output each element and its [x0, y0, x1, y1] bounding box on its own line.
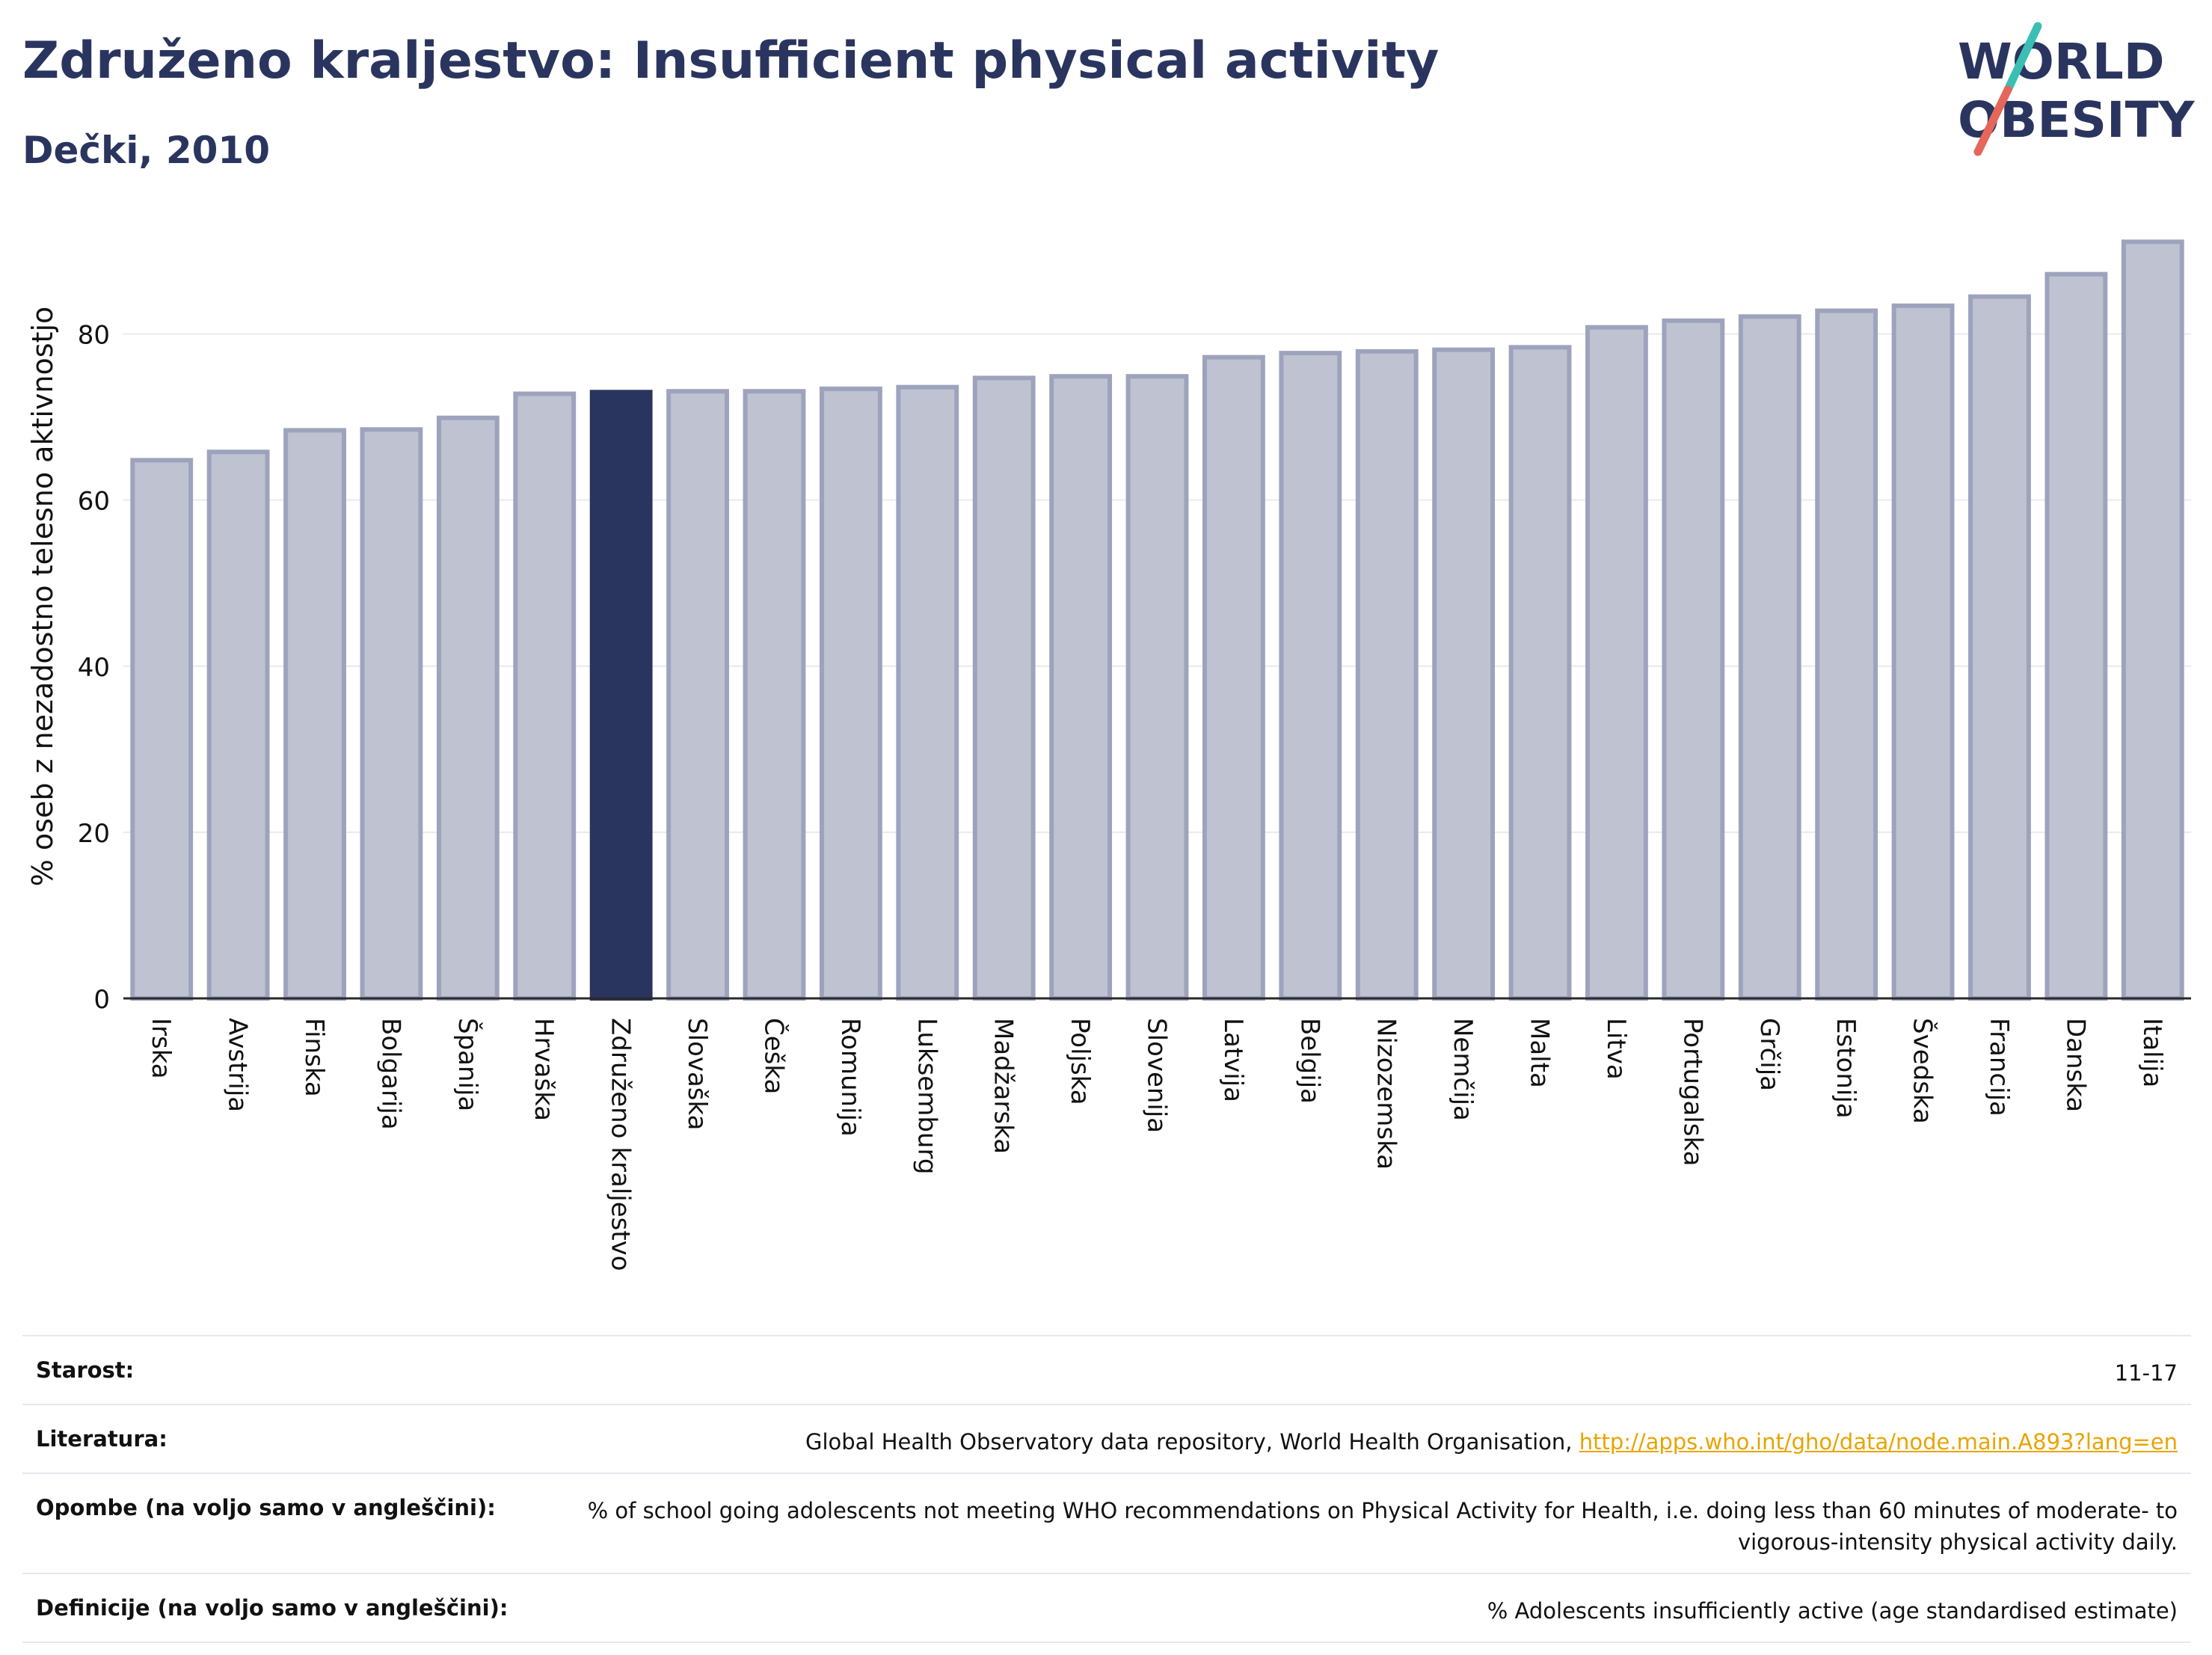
logo-text-world: WORLD	[1958, 33, 2165, 90]
x-tick-label: Združeno kraljestvo	[606, 1018, 636, 1271]
x-tick-label: Grčija	[1754, 1018, 1784, 1091]
meta-row-age: Starost: 11-17	[22, 1335, 2191, 1404]
meta-key: Literatura:	[36, 1426, 168, 1452]
bar	[1815, 308, 1878, 1001]
meta-value: % Adolescents insufficiently active (age…	[1487, 1598, 2178, 1624]
meta-key: Definicije (na voljo samo v angleščini):	[36, 1595, 509, 1621]
chart-subtitle: Dečki, 2010	[22, 129, 271, 172]
bar	[283, 428, 346, 1001]
x-tick-label: Švedska	[1908, 1018, 1938, 1124]
x-tick-label: Poljska	[1065, 1018, 1095, 1105]
bar-chart: 0 20 40 60 80 Irska Avstrija Finska Bolgarija Šp…	[26, 239, 2191, 1271]
x-tick-label: Malta	[1525, 1018, 1555, 1088]
x-tick-label: Luksemburg	[912, 1018, 941, 1174]
bar	[1125, 374, 1189, 1001]
meta-row-definitions: Definicije (na voljo samo v angleščini):…	[22, 1573, 2191, 1643]
chart-title: Združeno kraljestvo: Insufficient physic…	[22, 31, 1440, 90]
x-tick-label: Litva	[1601, 1018, 1631, 1080]
bar	[896, 384, 959, 1001]
x-tick-label: Avstrija	[223, 1018, 253, 1112]
x-tick-label: Slovenija	[1142, 1018, 1172, 1133]
x-tick-label: Romunija	[835, 1018, 865, 1137]
logo-slash-red	[1973, 85, 2012, 156]
x-tick-label: Madžarska	[989, 1018, 1019, 1154]
bar	[819, 386, 882, 1001]
meta-key: Starost:	[36, 1357, 135, 1383]
x-tick-labels: Irska Avstrija Finska Bolgarija Španija Hrvaš…	[146, 1018, 2167, 1271]
x-tick-label: Estonija	[1831, 1018, 1861, 1119]
bar	[1049, 374, 1113, 1001]
x-tick-label: Bolgarija	[375, 1018, 405, 1130]
bar	[1662, 318, 1725, 1001]
meta-value: Global Health Observatory data repositor…	[805, 1429, 1579, 1455]
meta-value-wrap: Global Health Observatory data repositor…	[212, 1426, 2178, 1458]
bar	[206, 449, 270, 1001]
x-tick-label: Irska	[146, 1018, 176, 1079]
bar	[1891, 303, 1955, 1001]
x-tick-label: Češka	[758, 1018, 789, 1094]
x-tick-label: Latvija	[1218, 1018, 1248, 1102]
bar	[436, 415, 500, 1001]
bars	[130, 239, 2184, 1001]
x-tick-label: Španija	[452, 1018, 483, 1111]
y-tick-labels: 0 20 40 60 80	[78, 321, 110, 1015]
bar	[1585, 325, 1648, 1001]
bar	[1432, 347, 1496, 1001]
world-obesity-logo: WORLD OBESITY	[1958, 22, 2196, 156]
bar	[2044, 271, 2108, 1001]
x-tick-label: Portugalska	[1677, 1018, 1707, 1166]
x-tick-label: Belgija	[1294, 1018, 1324, 1104]
bar	[130, 458, 194, 1001]
x-tick-label: Finska	[299, 1018, 329, 1097]
bar-highlight	[589, 390, 653, 1001]
bar	[513, 391, 577, 1001]
y-tick-label: 60	[78, 487, 110, 517]
bar	[666, 389, 729, 1001]
meta-value: 11-17	[2114, 1360, 2178, 1386]
y-tick-label: 80	[78, 321, 110, 351]
bar	[1738, 314, 1801, 1001]
x-tick-label: Italija	[2137, 1018, 2167, 1087]
y-tick-label: 20	[78, 819, 110, 849]
x-tick-label: Hrvaška	[529, 1018, 559, 1121]
bar	[1279, 351, 1342, 1001]
meta-key: Opombe (na voljo samo v angleščini):	[36, 1495, 496, 1520]
bar	[972, 375, 1036, 1001]
bar	[743, 389, 806, 1001]
metadata-table: Starost: 11-17 Literatura: Global Health…	[22, 1335, 2191, 1643]
bar	[1508, 345, 1572, 1001]
meta-value: % of school going adolescents not meetin…	[587, 1498, 2178, 1555]
x-tick-label: Nemčija	[1448, 1018, 1478, 1121]
bar	[1202, 354, 1265, 1001]
bar	[1355, 348, 1419, 1001]
logo-slash-teal	[2003, 22, 2042, 94]
x-tick-label: Nizozemska	[1371, 1018, 1401, 1170]
y-axis-label: % oseb z nezadostno telesno aktivnostjo	[26, 307, 59, 887]
source-link[interactable]: http://apps.who.int/gho/data/node.main.A…	[1579, 1429, 2178, 1455]
x-tick-label: Danska	[2060, 1018, 2090, 1112]
y-tick-label: 0	[93, 985, 110, 1015]
meta-row-notes: Opombe (na voljo samo v angleščini): % o…	[22, 1473, 2191, 1573]
bar	[1968, 294, 2031, 1001]
bar	[360, 427, 423, 1001]
x-tick-label: Slovaška	[682, 1018, 712, 1130]
meta-row-source: Literatura: Global Health Observatory da…	[22, 1404, 2191, 1473]
bar	[2121, 239, 2184, 1001]
y-tick-label: 40	[78, 653, 110, 683]
x-tick-label: Francija	[1984, 1018, 2014, 1117]
